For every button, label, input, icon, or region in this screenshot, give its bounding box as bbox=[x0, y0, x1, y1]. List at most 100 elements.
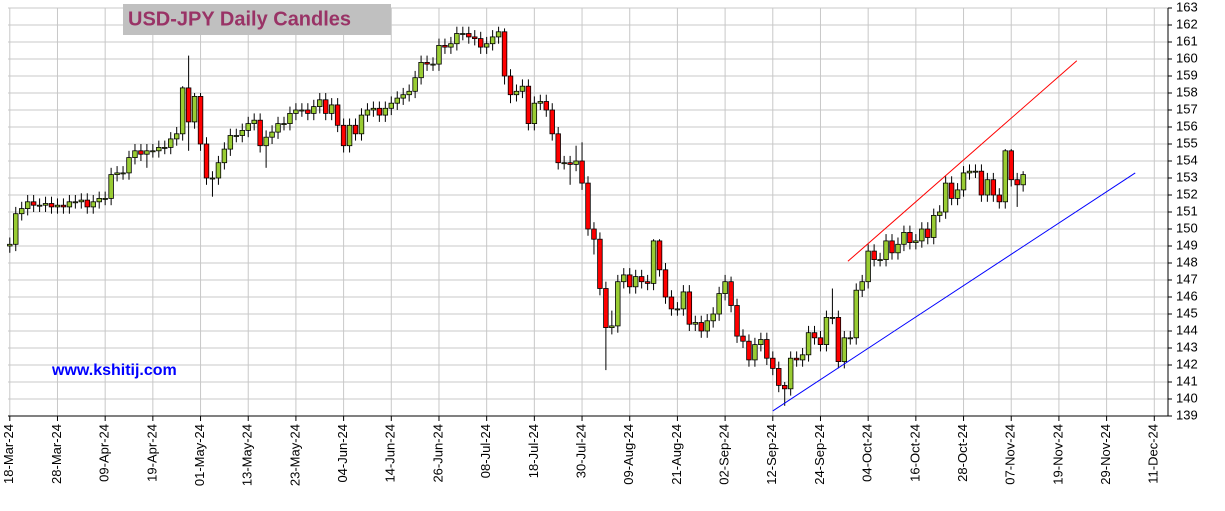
candle-body bbox=[323, 99, 329, 114]
candle-body bbox=[901, 231, 907, 245]
candle-body bbox=[996, 194, 1003, 203]
candle-body bbox=[72, 201, 79, 204]
candle-body bbox=[525, 85, 532, 124]
y-tick-label: 155 bbox=[1176, 135, 1198, 150]
candle-body bbox=[150, 150, 156, 153]
candle-body bbox=[907, 231, 913, 243]
candle-body bbox=[770, 357, 776, 369]
y-tick-label: 153 bbox=[1176, 169, 1198, 184]
candle-body bbox=[954, 189, 961, 199]
candle-body bbox=[692, 322, 698, 325]
y-tick-label: 149 bbox=[1176, 237, 1198, 252]
y-tick-label: 156 bbox=[1176, 118, 1198, 133]
candle-body bbox=[305, 109, 311, 114]
candle-body bbox=[382, 107, 389, 116]
y-tick-label: 141 bbox=[1176, 373, 1198, 388]
x-tick-label: 28-Mar-24 bbox=[49, 424, 64, 484]
candle-body bbox=[883, 240, 889, 260]
candle-body bbox=[185, 87, 192, 123]
candle-body bbox=[144, 150, 150, 155]
candle-body bbox=[191, 96, 198, 123]
candle-body bbox=[853, 289, 859, 339]
candle-body bbox=[823, 316, 830, 345]
candle-body bbox=[478, 38, 484, 48]
candle-body bbox=[251, 119, 257, 124]
chart-title: USD-JPY Daily Candles bbox=[128, 8, 351, 30]
candle-body bbox=[126, 157, 132, 174]
x-tick-label: 07-Nov-24 bbox=[1003, 424, 1018, 485]
candle-body bbox=[925, 228, 931, 238]
candle-body bbox=[179, 87, 186, 135]
candle-body bbox=[686, 291, 693, 325]
candle-body bbox=[948, 182, 955, 199]
candle-body bbox=[638, 276, 645, 283]
candle-body bbox=[603, 288, 609, 328]
x-tick-label: 26-Jun-24 bbox=[430, 424, 445, 483]
y-tick-label: 152 bbox=[1176, 186, 1198, 201]
x-tick-label: 19-Apr-24 bbox=[144, 424, 159, 482]
candle-body bbox=[221, 148, 228, 164]
candle-body bbox=[746, 340, 752, 361]
candle-body bbox=[311, 106, 317, 114]
candle-body bbox=[931, 214, 937, 238]
candle-body bbox=[239, 129, 245, 136]
candle-body bbox=[495, 31, 502, 38]
y-tick-label: 139 bbox=[1176, 407, 1198, 422]
candle-body bbox=[448, 43, 454, 48]
candle-body bbox=[650, 240, 657, 284]
y-tick-label: 146 bbox=[1176, 288, 1198, 303]
candle-body bbox=[740, 335, 746, 342]
candle-body bbox=[24, 201, 31, 210]
x-tick-label: 13-May-24 bbox=[240, 424, 255, 486]
y-tick-label: 140 bbox=[1176, 390, 1198, 405]
candle-body bbox=[13, 213, 19, 245]
candle-body bbox=[42, 203, 49, 206]
candle-body bbox=[919, 228, 925, 242]
candle-body bbox=[698, 322, 704, 332]
candle-body bbox=[30, 201, 37, 206]
candle-body bbox=[436, 45, 442, 65]
y-tick-label: 148 bbox=[1176, 254, 1198, 269]
y-tick-label: 162 bbox=[1176, 16, 1198, 31]
candle-body bbox=[388, 102, 394, 109]
candle-body bbox=[430, 63, 436, 66]
x-tick-label: 08-Jul-24 bbox=[478, 424, 493, 478]
candle-body bbox=[597, 238, 603, 289]
candle-body bbox=[48, 203, 55, 208]
candle-body bbox=[19, 208, 25, 215]
candle-body bbox=[60, 204, 67, 208]
candle-body bbox=[173, 133, 180, 140]
candle-body bbox=[972, 170, 979, 173]
candle-body bbox=[108, 174, 114, 199]
candle-body bbox=[334, 104, 341, 126]
candle-body bbox=[877, 259, 883, 262]
trend-line bbox=[847, 60, 1078, 262]
candle-body bbox=[835, 316, 842, 362]
x-tick-label: 09-Aug-24 bbox=[621, 424, 636, 485]
candle-body bbox=[776, 367, 782, 386]
y-tick-label: 143 bbox=[1176, 339, 1198, 354]
candle-body bbox=[734, 305, 740, 337]
candle-body bbox=[281, 123, 287, 125]
candle-body bbox=[507, 75, 514, 96]
x-tick-label: 18-Mar-24 bbox=[1, 424, 16, 484]
y-tick-label: 150 bbox=[1176, 220, 1198, 235]
candle-body bbox=[156, 146, 162, 152]
candle-body bbox=[257, 119, 263, 147]
candle-body bbox=[54, 204, 61, 208]
candle-body bbox=[78, 199, 85, 203]
candle-body bbox=[674, 308, 681, 311]
x-tick-label: 14-Jun-24 bbox=[383, 424, 398, 483]
x-tick-label: 23-May-24 bbox=[287, 424, 302, 486]
candle-body bbox=[263, 136, 269, 147]
x-tick-label: 30-Jul-24 bbox=[573, 424, 588, 478]
x-tick-label: 21-Aug-24 bbox=[669, 424, 684, 485]
candle-body bbox=[275, 123, 281, 133]
candle-body bbox=[1020, 174, 1026, 186]
candle-body bbox=[442, 45, 448, 48]
candle-body bbox=[90, 201, 96, 208]
candle-body bbox=[644, 281, 651, 284]
candle-body bbox=[966, 170, 973, 174]
y-tick-label: 154 bbox=[1176, 152, 1198, 167]
